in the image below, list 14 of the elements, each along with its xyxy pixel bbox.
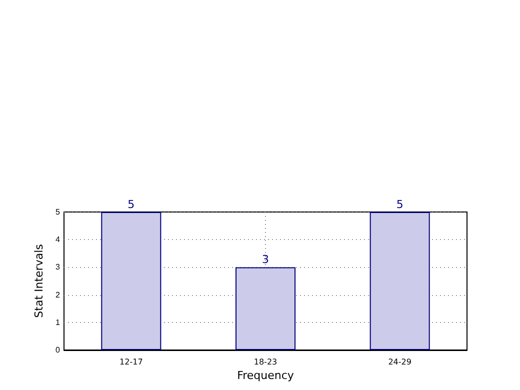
y-tick-label: 4 <box>56 235 61 244</box>
y-tick-label: 1 <box>56 318 61 327</box>
data-label: 3 <box>262 253 269 266</box>
data-label: 5 <box>128 198 135 211</box>
y-axis-title: Stat Intervals <box>32 244 46 318</box>
x-axis-title: Frequency <box>237 369 294 382</box>
y-tick-label: 0 <box>56 346 61 354</box>
y-tick-label: 5 <box>56 208 61 216</box>
data-label: 5 <box>396 198 404 211</box>
y-tick-label: 3 <box>56 262 61 272</box>
x-tick-label: 18-23 <box>254 358 278 366</box>
x-tick-label: 24-29 <box>388 358 412 366</box>
y-tick-label: 2 <box>56 290 61 300</box>
x-tick-label: 12-17 <box>120 358 143 366</box>
